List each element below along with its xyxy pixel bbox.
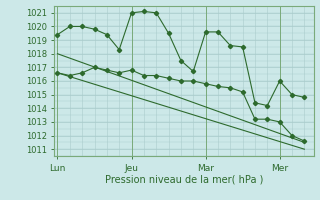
X-axis label: Pression niveau de la mer( hPa ): Pression niveau de la mer( hPa ) [105,174,263,184]
